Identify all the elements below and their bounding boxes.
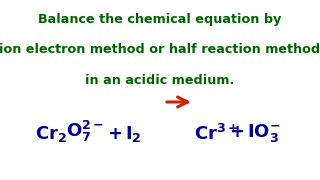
Text: $\mathbf{+\,IO_3^{-}}$: $\mathbf{+\,IO_3^{-}}$	[229, 122, 280, 144]
Text: $\mathbf{Cr_2}$: $\mathbf{Cr_2}$	[35, 124, 67, 144]
Text: $\mathbf{+\,I_2}$: $\mathbf{+\,I_2}$	[107, 124, 142, 144]
Text: Balance the chemical equation by: Balance the chemical equation by	[38, 13, 282, 26]
Text: ion electron method or half reaction method: ion electron method or half reaction met…	[0, 43, 320, 56]
Text: $\mathbf{Cr^{3+}}$: $\mathbf{Cr^{3+}}$	[194, 124, 238, 144]
Text: $\mathbf{O_7^{2-}}$: $\mathbf{O_7^{2-}}$	[66, 119, 104, 144]
Text: in an acidic medium.: in an acidic medium.	[85, 74, 235, 87]
